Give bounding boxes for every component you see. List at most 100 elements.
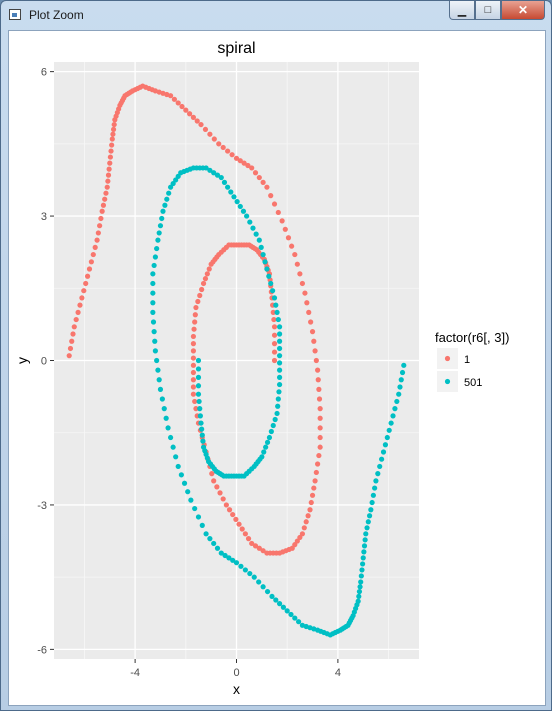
maximize-button[interactable]: □	[475, 1, 501, 20]
data-point	[154, 245, 160, 252]
data-point	[190, 341, 197, 347]
data-point	[88, 259, 94, 265]
data-point	[256, 545, 262, 551]
close-button[interactable]: ✕	[501, 1, 545, 20]
data-point	[358, 573, 364, 579]
data-point	[297, 534, 303, 541]
data-point	[237, 158, 243, 164]
data-point	[268, 193, 274, 199]
data-point	[270, 422, 276, 429]
data-point	[209, 471, 215, 477]
x-axis: -4 0 4	[130, 659, 341, 679]
data-point	[368, 507, 374, 513]
data-point	[271, 341, 278, 347]
data-point	[275, 209, 281, 216]
data-point	[264, 588, 271, 595]
data-point	[299, 531, 306, 537]
data-point	[202, 276, 209, 282]
data-point	[289, 545, 295, 551]
data-point	[106, 166, 112, 172]
data-point	[157, 223, 164, 229]
data-point	[195, 298, 201, 305]
data-point	[247, 570, 253, 577]
data-point	[207, 167, 213, 173]
data-point	[317, 444, 323, 450]
data-point	[196, 398, 202, 405]
legend-label: 1	[464, 354, 470, 366]
data-point	[355, 598, 361, 604]
data-point	[161, 406, 167, 412]
y-tick-label: -3	[37, 500, 47, 512]
data-point	[190, 369, 197, 376]
minimize-button[interactable]: ▁	[449, 1, 475, 20]
data-point	[192, 505, 198, 512]
data-point	[187, 111, 193, 117]
data-point	[292, 615, 298, 621]
data-point	[273, 597, 279, 603]
data-point	[230, 511, 236, 518]
data-point	[260, 251, 266, 258]
data-point	[294, 538, 300, 544]
data-point	[308, 499, 314, 506]
y-axis-label: y	[14, 357, 30, 364]
data-point	[296, 619, 302, 625]
data-point	[271, 332, 278, 338]
data-point	[276, 389, 282, 395]
data-point	[183, 107, 189, 113]
data-point	[308, 319, 314, 325]
data-point	[150, 309, 156, 315]
data-point	[164, 196, 170, 202]
data-point	[175, 100, 181, 106]
data-point	[194, 118, 200, 124]
window-title: Plot Zoom	[29, 8, 84, 22]
data-point	[67, 345, 74, 352]
data-point	[399, 369, 406, 376]
data-point	[214, 484, 220, 490]
data-point	[167, 184, 174, 190]
data-point	[199, 426, 205, 432]
data-point	[261, 449, 267, 455]
data-point	[313, 357, 319, 364]
close-icon: ✕	[517, 3, 529, 17]
data-point	[273, 302, 279, 308]
data-point	[231, 194, 237, 200]
data-point	[198, 420, 204, 426]
data-point	[233, 516, 239, 522]
data-point	[249, 165, 255, 171]
data-point	[192, 398, 198, 405]
data-point	[252, 170, 259, 176]
data-point	[110, 131, 116, 137]
data-point	[111, 121, 117, 128]
data-point	[316, 386, 322, 392]
data-point	[276, 360, 283, 366]
title-bar[interactable]: Plot Zoom ▁ □ ✕	[1, 1, 551, 29]
data-point	[94, 237, 100, 243]
data-point	[193, 304, 199, 311]
data-point	[233, 560, 240, 566]
data-point	[159, 215, 165, 222]
data-point	[155, 367, 161, 373]
data-point	[150, 319, 157, 325]
data-point	[369, 499, 375, 506]
data-point	[306, 309, 312, 315]
data-point	[276, 353, 283, 359]
data-point	[110, 126, 117, 133]
data-point	[241, 160, 247, 166]
data-point	[311, 338, 317, 344]
data-point	[372, 485, 378, 491]
data-point	[390, 413, 396, 419]
data-point	[222, 552, 228, 559]
data-point	[272, 416, 278, 423]
data-point	[264, 439, 271, 445]
data-point	[190, 355, 197, 361]
legend: factor(r6[, 3]) 1 501	[435, 330, 509, 392]
data-point	[366, 513, 373, 519]
data-point	[170, 444, 176, 450]
data-point	[152, 338, 158, 344]
data-point	[171, 96, 177, 102]
data-point	[264, 184, 270, 190]
data-point	[181, 480, 188, 486]
data-point	[275, 316, 281, 323]
data-point	[211, 540, 217, 547]
